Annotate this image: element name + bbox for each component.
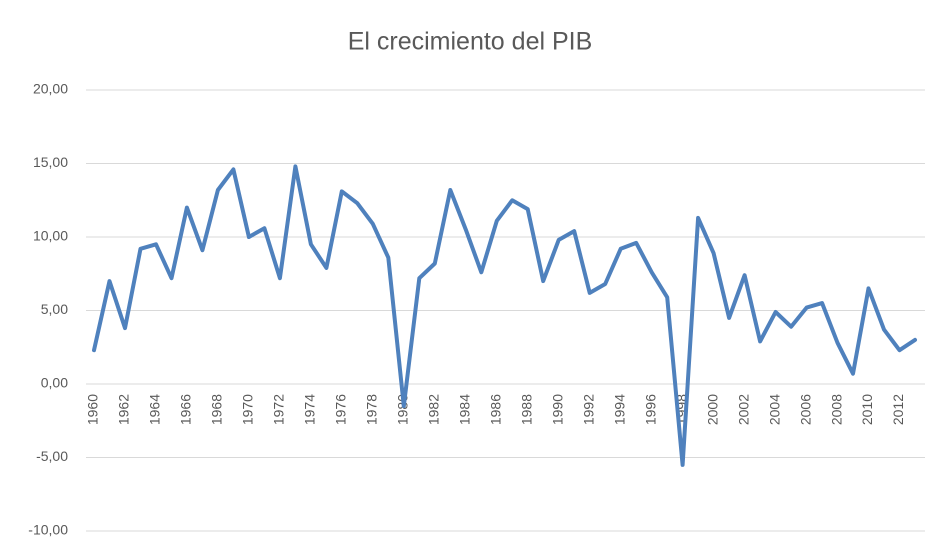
x-tick-label: 1982	[425, 394, 441, 425]
x-tick-label: 1964	[147, 394, 163, 425]
x-tick-label: 2008	[828, 394, 844, 425]
x-tick-label: 2006	[797, 394, 813, 425]
y-tick-label: 15,00	[33, 154, 68, 170]
x-tick-label: 1972	[271, 394, 287, 425]
x-tick-label: 1990	[549, 394, 565, 425]
x-tick-label: 1966	[178, 394, 194, 425]
x-tick-label: 1988	[518, 394, 534, 425]
x-tick-label: 1992	[580, 394, 596, 425]
x-tick-label: 1962	[116, 394, 132, 425]
x-tick-label: 2002	[735, 394, 751, 425]
y-tick-label: 0,00	[41, 375, 68, 391]
x-tick-label: 1996	[642, 394, 658, 425]
y-tick-label: 20,00	[33, 81, 68, 97]
x-tick-label: 1960	[85, 394, 101, 425]
x-tick-label: 2012	[890, 394, 906, 425]
x-tick-label: 2000	[704, 394, 720, 425]
x-tick-label: 1968	[209, 394, 225, 425]
x-tick-label: 1970	[240, 394, 256, 425]
data-line	[92, 164, 917, 467]
x-tick-label: 2010	[859, 394, 875, 425]
x-tick-label: 1978	[364, 394, 380, 425]
y-tick-label: 10,00	[33, 228, 68, 244]
y-tick-label: 5,00	[41, 301, 68, 317]
x-tick-label: 1974	[302, 394, 318, 425]
y-tick-label: -10,00	[28, 522, 68, 538]
x-tick-label: 1984	[456, 394, 472, 425]
x-tick-label: 1986	[487, 394, 503, 425]
chart-title: El crecimiento del PIB	[348, 28, 593, 56]
x-tick-label: 1976	[333, 394, 349, 425]
x-tick-label: 1980	[395, 394, 411, 425]
x-tick-label: 2004	[766, 394, 782, 425]
y-tick-label: -5,00	[36, 448, 68, 464]
x-tick-label: 1994	[611, 394, 627, 425]
